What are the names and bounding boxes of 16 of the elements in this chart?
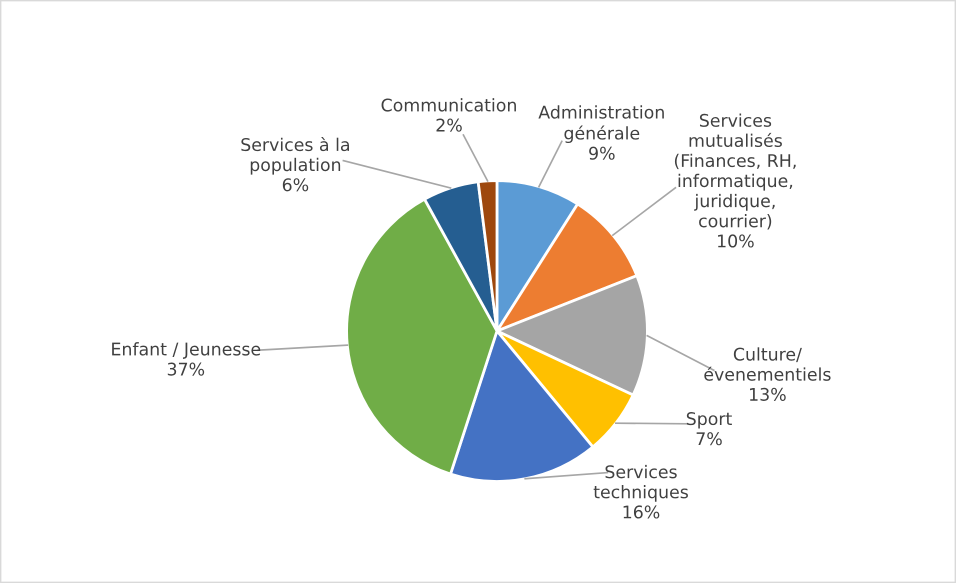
slice-label: Sport bbox=[686, 412, 732, 429]
slice-label: Communication bbox=[382, 98, 516, 112]
data-label: 6% bbox=[282, 178, 308, 192]
slice-label: Administration générale bbox=[538, 105, 664, 144]
data-label: 7% bbox=[696, 432, 722, 446]
data-label: 37% bbox=[168, 362, 204, 376]
slice-label: Services mutualisés (Finances, RH, informatique, juridique, courrier) bbox=[674, 114, 796, 230]
slice-label: Enfant / Jeunesse bbox=[112, 342, 260, 359]
slice-label: Services techniques bbox=[594, 464, 688, 502]
data-label: 10% bbox=[718, 234, 754, 248]
data-label: 9% bbox=[589, 146, 615, 160]
data-label: 13% bbox=[750, 388, 786, 401]
slice-label: Culture/ évenementiels bbox=[704, 347, 831, 381]
slice-label: Services à la population bbox=[241, 137, 349, 175]
data-label: 16% bbox=[624, 505, 660, 519]
data-label: 2% bbox=[436, 118, 462, 132]
